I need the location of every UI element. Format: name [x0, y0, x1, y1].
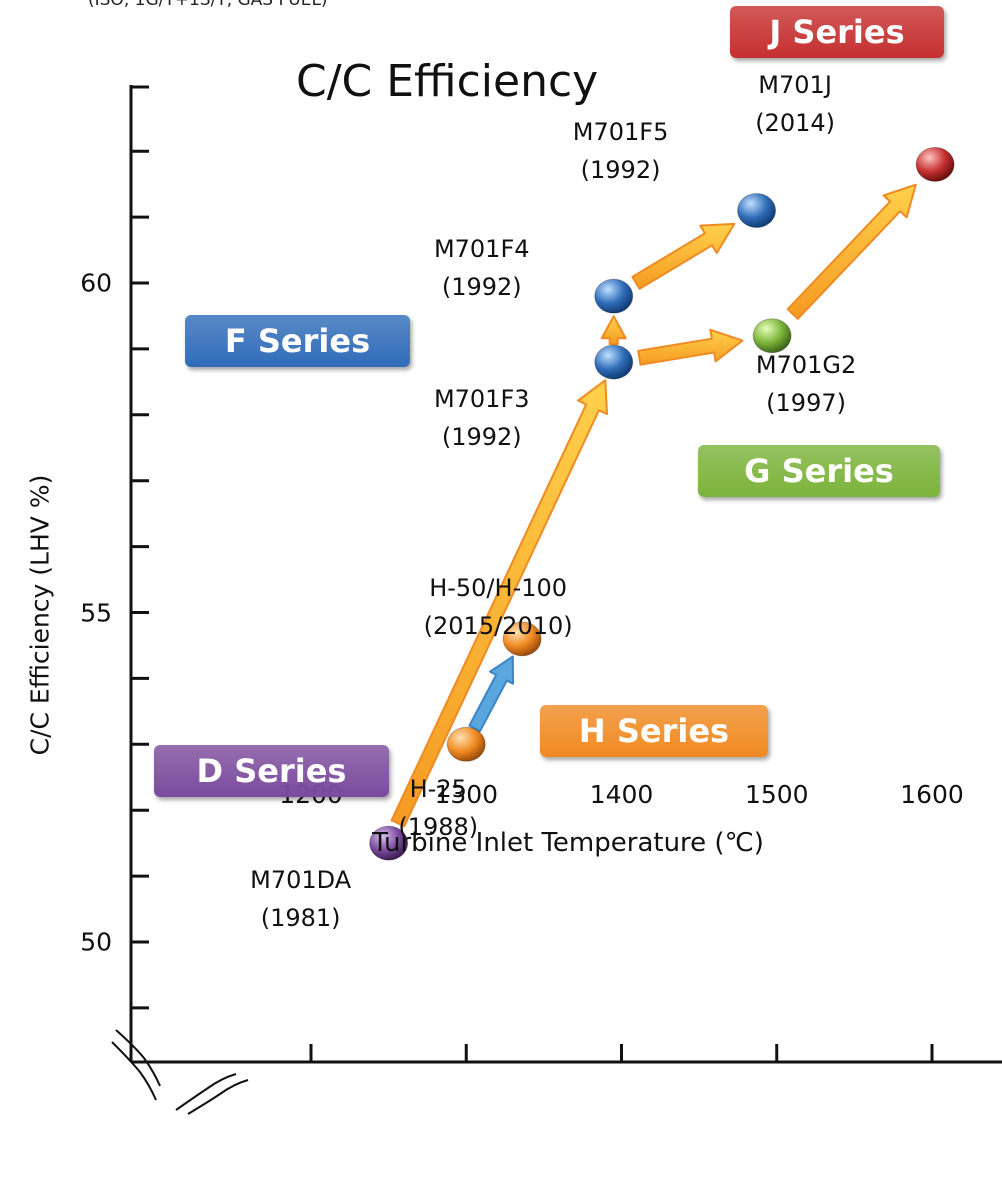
x-tick-label: 1400 — [589, 780, 654, 809]
data-point-d — [369, 825, 409, 861]
break-line — [175, 1073, 237, 1111]
point-label-line: M701DA — [250, 866, 352, 895]
point-label-line: (1997) — [766, 388, 846, 417]
trend-arrows — [390, 183, 917, 828]
x-axis-label: Turbine Inlet Temperature (℃) — [372, 828, 764, 858]
point-label-line: (1992) — [441, 273, 522, 302]
data-point-h — [502, 621, 542, 657]
point-label: M701DA (1981) — [250, 861, 351, 937]
break-line — [111, 1041, 157, 1101]
trend-arrow — [631, 222, 736, 290]
point-label: M701F4 (1992) — [434, 230, 530, 306]
point-label-line: M701J — [758, 71, 832, 100]
chart-title: C/C Efficiency — [296, 56, 599, 107]
series-badge-d: D Series — [154, 745, 389, 797]
break-line — [115, 1029, 161, 1087]
x-axis-break — [175, 1073, 249, 1115]
point-label-line: (1988) — [398, 813, 479, 842]
y-tick-label: 50 — [80, 927, 112, 957]
point-label-line: M701G2 — [755, 350, 857, 379]
point-label-line: (2015/2010) — [423, 611, 573, 640]
conditions-note: (ISO, 1G/T+1S/T, GAS FUEL) — [88, 0, 328, 10]
x-tick-label: 1500 — [744, 780, 809, 809]
data-point-j — [915, 146, 955, 182]
point-label-line: H-50/H-100 — [429, 573, 568, 602]
trend-arrow — [468, 655, 514, 733]
point-label-line: H-25 — [409, 775, 467, 804]
trend-arrow — [600, 315, 627, 346]
y-tick-label: 55 — [80, 598, 112, 627]
data-points — [369, 146, 955, 861]
trend-arrow — [390, 379, 608, 828]
point-label-line: (1992) — [441, 423, 522, 452]
point-label-line: M701F4 — [433, 235, 530, 264]
data-point-f — [594, 278, 634, 314]
data-point-f — [737, 193, 777, 229]
point-label-line: M701F3 — [433, 385, 530, 414]
point-label: H-25 (1988) — [398, 770, 478, 846]
break-line — [187, 1079, 249, 1115]
series-badge-h: H Series — [540, 705, 768, 757]
trend-arrow — [786, 183, 917, 320]
point-label: M701J (2014) — [755, 66, 835, 142]
y-axis-break — [111, 1029, 161, 1101]
point-label: H-50/H-100 (2015/2010) — [424, 569, 573, 645]
point-label-line: M701F5 — [572, 117, 669, 146]
series-badge-j: J Series — [730, 6, 944, 58]
axes — [111, 85, 1002, 1115]
series-badge-f: F Series — [185, 315, 410, 367]
point-label-line: (1981) — [260, 904, 341, 933]
point-label-line: (2014) — [755, 109, 835, 138]
point-label: M701F3 (1992) — [434, 380, 530, 456]
x-tick-label: 1300 — [434, 780, 499, 809]
x-tick-label: 1600 — [900, 780, 964, 809]
point-label-line: (1992) — [580, 155, 661, 184]
point-label: M701F5 (1992) — [573, 113, 669, 189]
data-point-f — [594, 344, 634, 380]
trend-arrow — [637, 328, 744, 366]
y-axis-label: C/C Efficiency (LHV %) — [25, 474, 55, 756]
data-point-h — [446, 726, 486, 762]
series-badge-g: G Series — [698, 445, 940, 497]
y-tick-label: 60 — [80, 268, 112, 298]
point-label: M701G2 (1997) — [756, 346, 856, 422]
data-point-g — [752, 318, 792, 354]
